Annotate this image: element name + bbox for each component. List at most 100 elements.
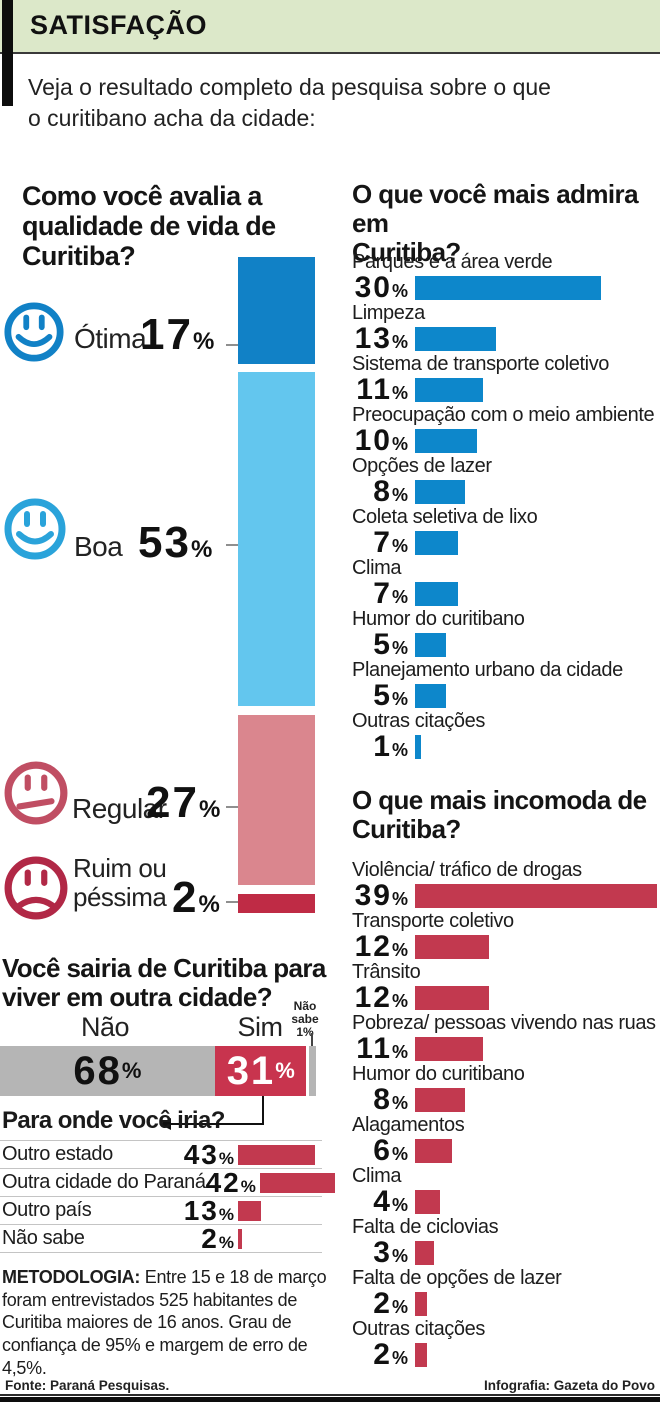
item-bar xyxy=(415,275,601,300)
bar-segment-regular xyxy=(238,715,315,886)
item-bar xyxy=(415,1342,428,1367)
source-credit: Fonte: Paraná Pesquisas. xyxy=(5,1378,170,1393)
list-item: Alagamentos 6% xyxy=(350,1113,660,1167)
leave-option-yes-label: Sim xyxy=(237,1012,284,1042)
item-label: Alagamentos xyxy=(352,1114,465,1136)
bother-bar-list: Violência/ tráfico de drogas 39% Transpo… xyxy=(350,858,660,1371)
item-label: Outras citações xyxy=(352,1318,485,1340)
leave-option-dontknow-label: Não sabe 1% xyxy=(291,999,319,1040)
item-label: Coleta seletiva de lixo xyxy=(352,506,538,528)
list-item: Sistema de transporte coletivo 11% xyxy=(350,352,660,406)
arrow-left-icon xyxy=(159,1118,171,1130)
table-row: Outro país 13% xyxy=(0,1194,322,1226)
destination-bar xyxy=(238,1200,262,1221)
happy-face-icon xyxy=(3,301,65,363)
item-label: Opções de lazer xyxy=(352,455,492,477)
quality-label-regular: Regular xyxy=(72,793,167,824)
item-label: Pobreza/ pessoas vivendo nas ruas xyxy=(352,1012,656,1034)
item-bar xyxy=(415,985,490,1010)
list-item: Outras citações 1% xyxy=(350,709,660,763)
list-item: Opções de lazer 8% xyxy=(350,454,660,508)
list-item: Outras citações 2% xyxy=(350,1317,660,1371)
item-value: 2% xyxy=(373,1286,408,1320)
destination-value: 43% xyxy=(183,1138,234,1170)
destination-label: Outro estado xyxy=(2,1143,113,1165)
leave-bar-dontknow xyxy=(309,1046,316,1096)
item-bar xyxy=(415,934,490,959)
infographic-credit: Infografia: Gazeta do Povo xyxy=(483,1378,655,1393)
quality-label-boa: Boa xyxy=(74,531,123,562)
item-value: 3% xyxy=(373,1235,408,1269)
quality-value-ruim: 2% xyxy=(172,873,220,922)
dontknow-pointer-line xyxy=(311,1033,313,1046)
item-bar xyxy=(415,326,496,351)
item-bar xyxy=(415,1189,440,1214)
item-label: Falta de opções de lazer xyxy=(352,1267,562,1289)
callout-arrow-horizontal xyxy=(170,1123,264,1125)
item-bar xyxy=(415,1036,484,1061)
leave-option-no-label: Não xyxy=(80,1012,130,1042)
item-label: Sistema de transporte coletivo xyxy=(352,353,610,375)
item-bar xyxy=(415,1240,434,1265)
destination-bar xyxy=(238,1228,242,1249)
item-value: 11% xyxy=(356,1031,408,1065)
item-bar xyxy=(415,883,657,908)
table-row: Outro estado 43% xyxy=(0,1138,322,1170)
item-bar xyxy=(415,1291,428,1316)
destination-heading: Para onde você iria? xyxy=(2,1107,225,1134)
item-bar xyxy=(415,683,446,708)
list-item: Transporte coletivo 12% xyxy=(350,909,660,963)
item-bar xyxy=(415,530,459,555)
list-item: Parques e a área verde 30% xyxy=(350,250,660,304)
list-item: Humor do curitibano 8% xyxy=(350,1062,660,1116)
item-value: 4% xyxy=(373,1184,408,1218)
item-label: Humor do curitibano xyxy=(352,1063,525,1085)
table-row: Outra cidade do Paraná 42% xyxy=(0,1167,336,1198)
admire-bar-list: Parques e a área verde 30% Limpeza 13% S… xyxy=(350,250,660,763)
list-item: Violência/ tráfico de drogas 39% xyxy=(350,858,660,912)
destination-label: Outro país xyxy=(2,1199,92,1221)
list-item: Limpeza 13% xyxy=(350,301,660,355)
admire-heading: O que você mais admira em Curitiba? xyxy=(352,179,639,268)
table-row: Não sabe 2% xyxy=(0,1223,322,1254)
item-label: Clima xyxy=(352,557,402,579)
tick-otima xyxy=(226,344,238,346)
list-item: Clima 4% xyxy=(350,1164,660,1218)
item-bar xyxy=(415,1138,453,1163)
item-bar xyxy=(415,1087,465,1112)
quality-label-ruim: Ruim ou péssima xyxy=(73,853,167,913)
item-bar xyxy=(415,428,477,453)
bar-segment-boa xyxy=(238,372,315,706)
item-value: 5% xyxy=(373,627,408,661)
list-item: Planejamento urbano da cidade 5% xyxy=(350,658,660,712)
item-value: 1% xyxy=(373,729,408,763)
destination-value: 13% xyxy=(183,1194,234,1226)
item-value: 2% xyxy=(373,1337,408,1371)
leave-heading: Você sairia de Curitiba para viver em ou… xyxy=(2,953,326,1013)
item-label: Limpeza xyxy=(352,302,425,324)
item-bar xyxy=(415,632,446,657)
item-value: 30% xyxy=(354,270,408,304)
list-item: Humor do curitibano 5% xyxy=(350,607,660,661)
quality-value-otima: 17% xyxy=(140,310,215,359)
item-bar xyxy=(415,581,459,606)
bar-segment-ruim xyxy=(238,894,315,913)
tick-ruim xyxy=(226,901,238,903)
item-value: 12% xyxy=(354,980,408,1014)
list-item: Falta de opções de lazer 2% xyxy=(350,1266,660,1320)
destination-bar xyxy=(238,1144,315,1165)
item-value: 5% xyxy=(373,678,408,712)
item-value: 13% xyxy=(354,321,408,355)
item-value: 8% xyxy=(373,474,408,508)
list-item: Clima 7% xyxy=(350,556,660,610)
header-band xyxy=(0,0,660,54)
item-value: 8% xyxy=(373,1082,408,1116)
methodology-label: METODOLOGIA: xyxy=(2,1267,141,1287)
tick-boa xyxy=(226,544,238,546)
quality-value-regular: 27% xyxy=(146,778,221,827)
destination-table: Outro estado 43% Outra cidade do Paraná … xyxy=(0,1138,336,1254)
item-value: 10% xyxy=(354,423,408,457)
neutral-face-icon xyxy=(3,760,69,826)
item-label: Falta de ciclovias xyxy=(352,1216,499,1238)
item-label: Violência/ tráfico de drogas xyxy=(352,859,582,881)
